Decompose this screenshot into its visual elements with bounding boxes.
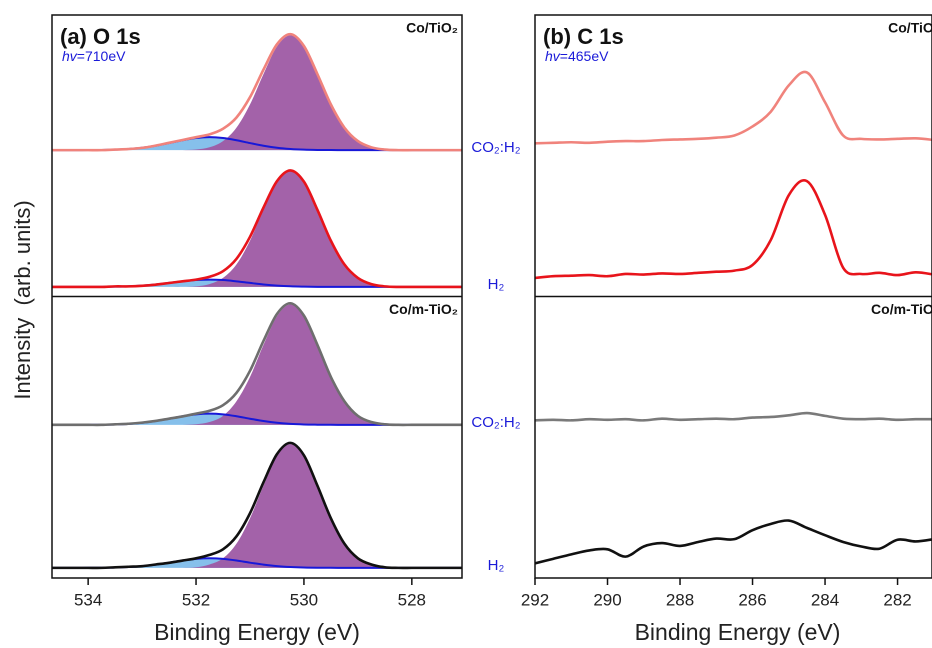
annotation-italic: hv [545,48,561,64]
annotation: hv=465eV [545,48,609,64]
spectrum-line [52,32,462,152]
sample-label: Co/m-TiO₂ [871,301,932,317]
spectrum-line [535,519,932,565]
component-area [52,170,462,287]
spectrum-line [535,411,932,422]
series-label: CO₂:H₂ [471,414,520,431]
spectrum-line [52,441,462,570]
sample-label: Co/TiO₂ [406,20,458,36]
plot-area: Co/TiO₂ Co/m-TiO₂ [535,20,932,565]
spectrum-line [52,169,462,289]
panel-title: (b) C 1s [543,24,624,49]
x-tick-label: 284 [811,590,839,609]
x-axis-label: Binding Energy (eV) [635,619,841,645]
annotation: hv=710eV [62,48,126,64]
x-tick-label: 282 [883,590,911,609]
spectrum-line [535,179,932,280]
spectrum-line [535,70,932,145]
plot-area: Co/TiO₂ Co/m-TiO₂ [52,20,462,570]
series-label: H₂ [488,557,505,574]
x-tick-label: 534 [74,590,102,609]
sample-label: Co/TiO₂ [888,20,932,36]
annotation-text: =465eV [560,48,609,64]
spectrum-line [52,301,462,427]
annotation-italic: hv [62,48,78,64]
x-tick-label: 288 [666,590,694,609]
series-label: CO₂:H₂ [471,139,520,156]
panel-title: (a) O 1s [60,24,141,49]
x-tick-label: 290 [593,590,621,609]
series-label: H₂ [488,276,505,293]
x-tick-label: 532 [182,590,210,609]
x-tick-label: 292 [521,590,549,609]
x-tick-label: 530 [290,590,318,609]
x-tick-label: 528 [398,590,426,609]
annotation-text: =710eV [77,48,126,64]
component-area [52,304,462,425]
x-tick-label: 286 [738,590,766,609]
sample-label: Co/m-TiO₂ [389,301,458,317]
component-area [52,35,462,151]
y-axis-label: Intensity (arb. units) [10,200,35,399]
component-area [52,444,462,568]
x-axis-label: Binding Energy (eV) [154,619,360,645]
